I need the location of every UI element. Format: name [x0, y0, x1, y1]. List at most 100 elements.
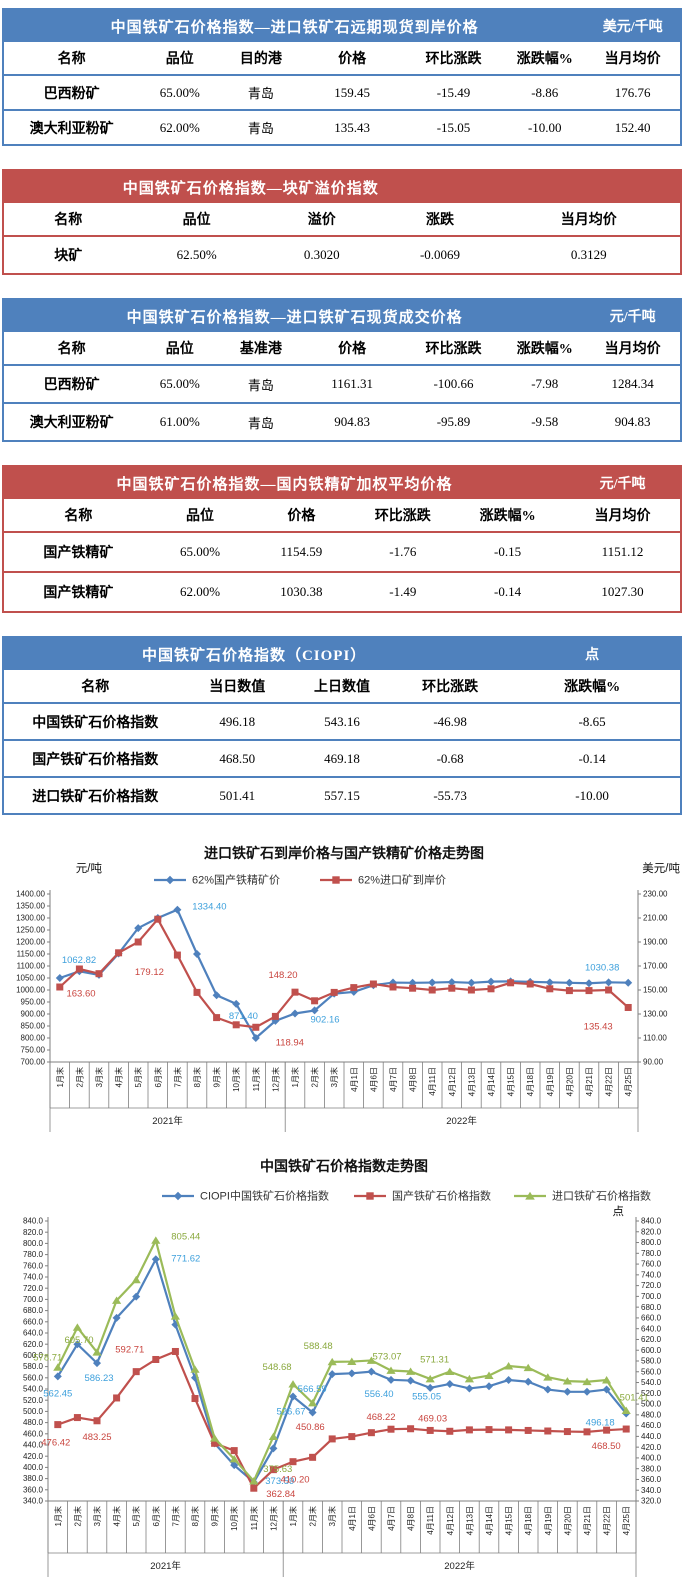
domestic-concentrate-price-table: 中国铁矿石价格指数—国内铁精矿加权平均价格 元/千吨 名称 品位 价格 环比涨跌 涨跌幅% 当…: [2, 465, 682, 613]
table-title: 中国铁矿石价格指数（CIOPI）: [141, 647, 367, 664]
svg-text:2月末: 2月末: [310, 1067, 320, 1087]
svg-text:4月末: 4月末: [112, 1506, 122, 1526]
svg-text:12月末: 12月末: [270, 1067, 280, 1092]
series-62%进口矿到岸价: [56, 915, 632, 1031]
data-point-label: 468.22: [366, 1412, 395, 1423]
table-cell: -1.76: [389, 544, 417, 559]
table-title: 中国铁矿石价格指数—进口铁矿石远期现货到岸价格: [110, 19, 479, 36]
table-cell: 巴西粉矿: [43, 378, 100, 393]
table-title-band: 中国铁矿石价格指数—块矿溢价指数: [4, 171, 680, 203]
price-tables-section: 中国铁矿石价格指数—进口铁矿石远期现货到岸价格 美元/千吨 名称 品位 目的港 价格 环比涨…: [2, 8, 682, 815]
left-axis-ticks: 340.0 360.0 380.0 400.0 420.0 440.0 460.0 480.0…: [23, 1217, 48, 1506]
index-trend-chart: 中国铁矿石价格指数走势图 CIOPI中国铁矿石价格指数 国产铁矿石价格指数 进口铁矿石…: [23, 1158, 662, 1577]
table-cell: -0.14: [578, 750, 606, 766]
svg-text:700.0: 700.0: [23, 1295, 44, 1304]
table-cell: 0.3020: [303, 247, 340, 262]
svg-text:4月20日: 4月20日: [565, 1067, 574, 1096]
svg-text:4月22日: 4月22日: [605, 1067, 614, 1096]
year-group-label: 2021年: [150, 1560, 181, 1572]
svg-text:1000.00: 1000.00: [16, 986, 45, 995]
year-group-label: 2022年: [446, 1115, 477, 1127]
table-cell: -1.49: [389, 584, 417, 599]
table-cell: 62.00%: [159, 119, 200, 135]
column-header: 涨跌幅%: [479, 509, 536, 524]
svg-text:3月末: 3月末: [329, 1067, 339, 1087]
data-point-label: 373.59: [265, 1476, 294, 1487]
table-header-row: 名称 品位 基准港 价格 环比涨跌 涨跌幅% 当月均价: [4, 332, 680, 366]
svg-text:4月11日: 4月11日: [428, 1067, 437, 1096]
column-header: 基准港: [239, 342, 282, 357]
ciopi-index-table: 中国铁矿石价格指数（CIOPI） 点名称 当日数值 上日数值 环比涨跌 涨跌幅% 中国铁矿石…: [2, 636, 682, 815]
column-header: 目的港: [239, 52, 282, 67]
svg-text:560.0: 560.0: [23, 1373, 44, 1382]
table-cell: -10.00: [575, 787, 609, 803]
series-进口铁矿石价格指数: [53, 1236, 631, 1485]
svg-text:740.0: 740.0: [23, 1273, 44, 1282]
svg-text:580.0: 580.0: [23, 1362, 44, 1371]
data-point-label: 476.42: [41, 1438, 70, 1449]
table-unit-label: 点: [585, 648, 600, 663]
svg-text:4月13日: 4月13日: [467, 1067, 476, 1096]
data-point-label: 163.60: [66, 989, 95, 1000]
table-cell: 0.3129: [570, 247, 607, 262]
svg-text:1月末: 1月末: [290, 1067, 300, 1087]
right-axis-ticks: 90.00 110.00 130.00 150.00 170.00 190.00 210.0…: [638, 890, 668, 1067]
svg-text:500.0: 500.0: [641, 1400, 662, 1409]
table-row: 进口铁矿石价格指数 501.41 557.15 -55.73 -10.00: [4, 776, 680, 813]
column-header: 名称: [81, 680, 110, 695]
table-cell: 青岛: [247, 377, 274, 393]
data-point-label: 135.43: [584, 1021, 613, 1032]
table-cell: -0.0069: [419, 247, 461, 262]
table-cell: 国产铁精矿: [43, 586, 114, 601]
svg-text:4月8日: 4月8日: [409, 1067, 418, 1092]
svg-text:4月19日: 4月19日: [544, 1506, 553, 1535]
table-header-row: 名称 当日数值 上日数值 环比涨跌 涨跌幅%: [4, 670, 680, 704]
svg-text:170.00: 170.00: [643, 962, 668, 971]
svg-text:4月25日: 4月25日: [622, 1506, 631, 1535]
svg-text:640.0: 640.0: [641, 1324, 662, 1333]
table-cell: -8.86: [531, 84, 559, 100]
svg-text:460.0: 460.0: [23, 1429, 44, 1438]
table-cell: 904.83: [614, 414, 651, 429]
data-point-label: 450.86: [296, 1422, 325, 1433]
svg-text:780.0: 780.0: [23, 1250, 44, 1259]
column-header: 品位: [182, 213, 211, 228]
svg-text:4月1日: 4月1日: [348, 1506, 357, 1531]
column-header: 品位: [165, 52, 194, 67]
column-header: 价格: [338, 342, 367, 357]
svg-text:380.0: 380.0: [641, 1464, 662, 1473]
table-cell: 65.00%: [159, 84, 200, 100]
column-header: 涨跌幅%: [564, 680, 621, 695]
svg-text:640.0: 640.0: [23, 1329, 44, 1338]
svg-text:4月18日: 4月18日: [526, 1067, 535, 1096]
svg-text:4月15日: 4月15日: [505, 1506, 514, 1535]
data-point-label: 578.71: [33, 1352, 62, 1363]
svg-text:320.0: 320.0: [641, 1497, 662, 1506]
svg-text:4月12日: 4月12日: [448, 1067, 457, 1096]
table-cell: 501.41: [219, 787, 256, 803]
svg-text:540.0: 540.0: [23, 1385, 44, 1394]
column-header: 当月均价: [604, 52, 661, 67]
column-header: 当月均价: [560, 213, 617, 228]
svg-text:4月6日: 4月6日: [367, 1506, 376, 1531]
svg-text:1200.00: 1200.00: [16, 938, 45, 947]
chart-legend: CIOPI中国铁矿石价格指数 国产铁矿石价格指数 进口铁矿石价格指数: [162, 1189, 651, 1203]
right-axis-unit: 点: [613, 1205, 625, 1218]
table-cell: 中国铁矿石价格指数: [32, 715, 159, 731]
column-header: 名称: [64, 509, 93, 524]
svg-text:3月末: 3月末: [94, 1067, 104, 1087]
svg-text:4月14日: 4月14日: [485, 1506, 494, 1535]
x-axis-labels: 1月末 2月末 3月末 4月末 5月末 6月末 7月末 8月末 9月末 10月末 11月末 12月末 1…: [49, 1062, 639, 1108]
svg-text:4月19日: 4月19日: [546, 1067, 555, 1096]
table-cell: -0.14: [494, 584, 522, 599]
data-point-label: 592.71: [115, 1344, 144, 1355]
chart-title: 中国铁矿石价格指数走势图: [260, 1158, 428, 1174]
column-header: 名称: [57, 52, 86, 67]
svg-text:4月8日: 4月8日: [407, 1506, 416, 1531]
svg-text:5月末: 5月末: [133, 1067, 143, 1087]
svg-text:780.0: 780.0: [641, 1249, 662, 1258]
svg-text:1300.00: 1300.00: [16, 914, 45, 923]
table-cell: 块矿: [54, 249, 83, 264]
